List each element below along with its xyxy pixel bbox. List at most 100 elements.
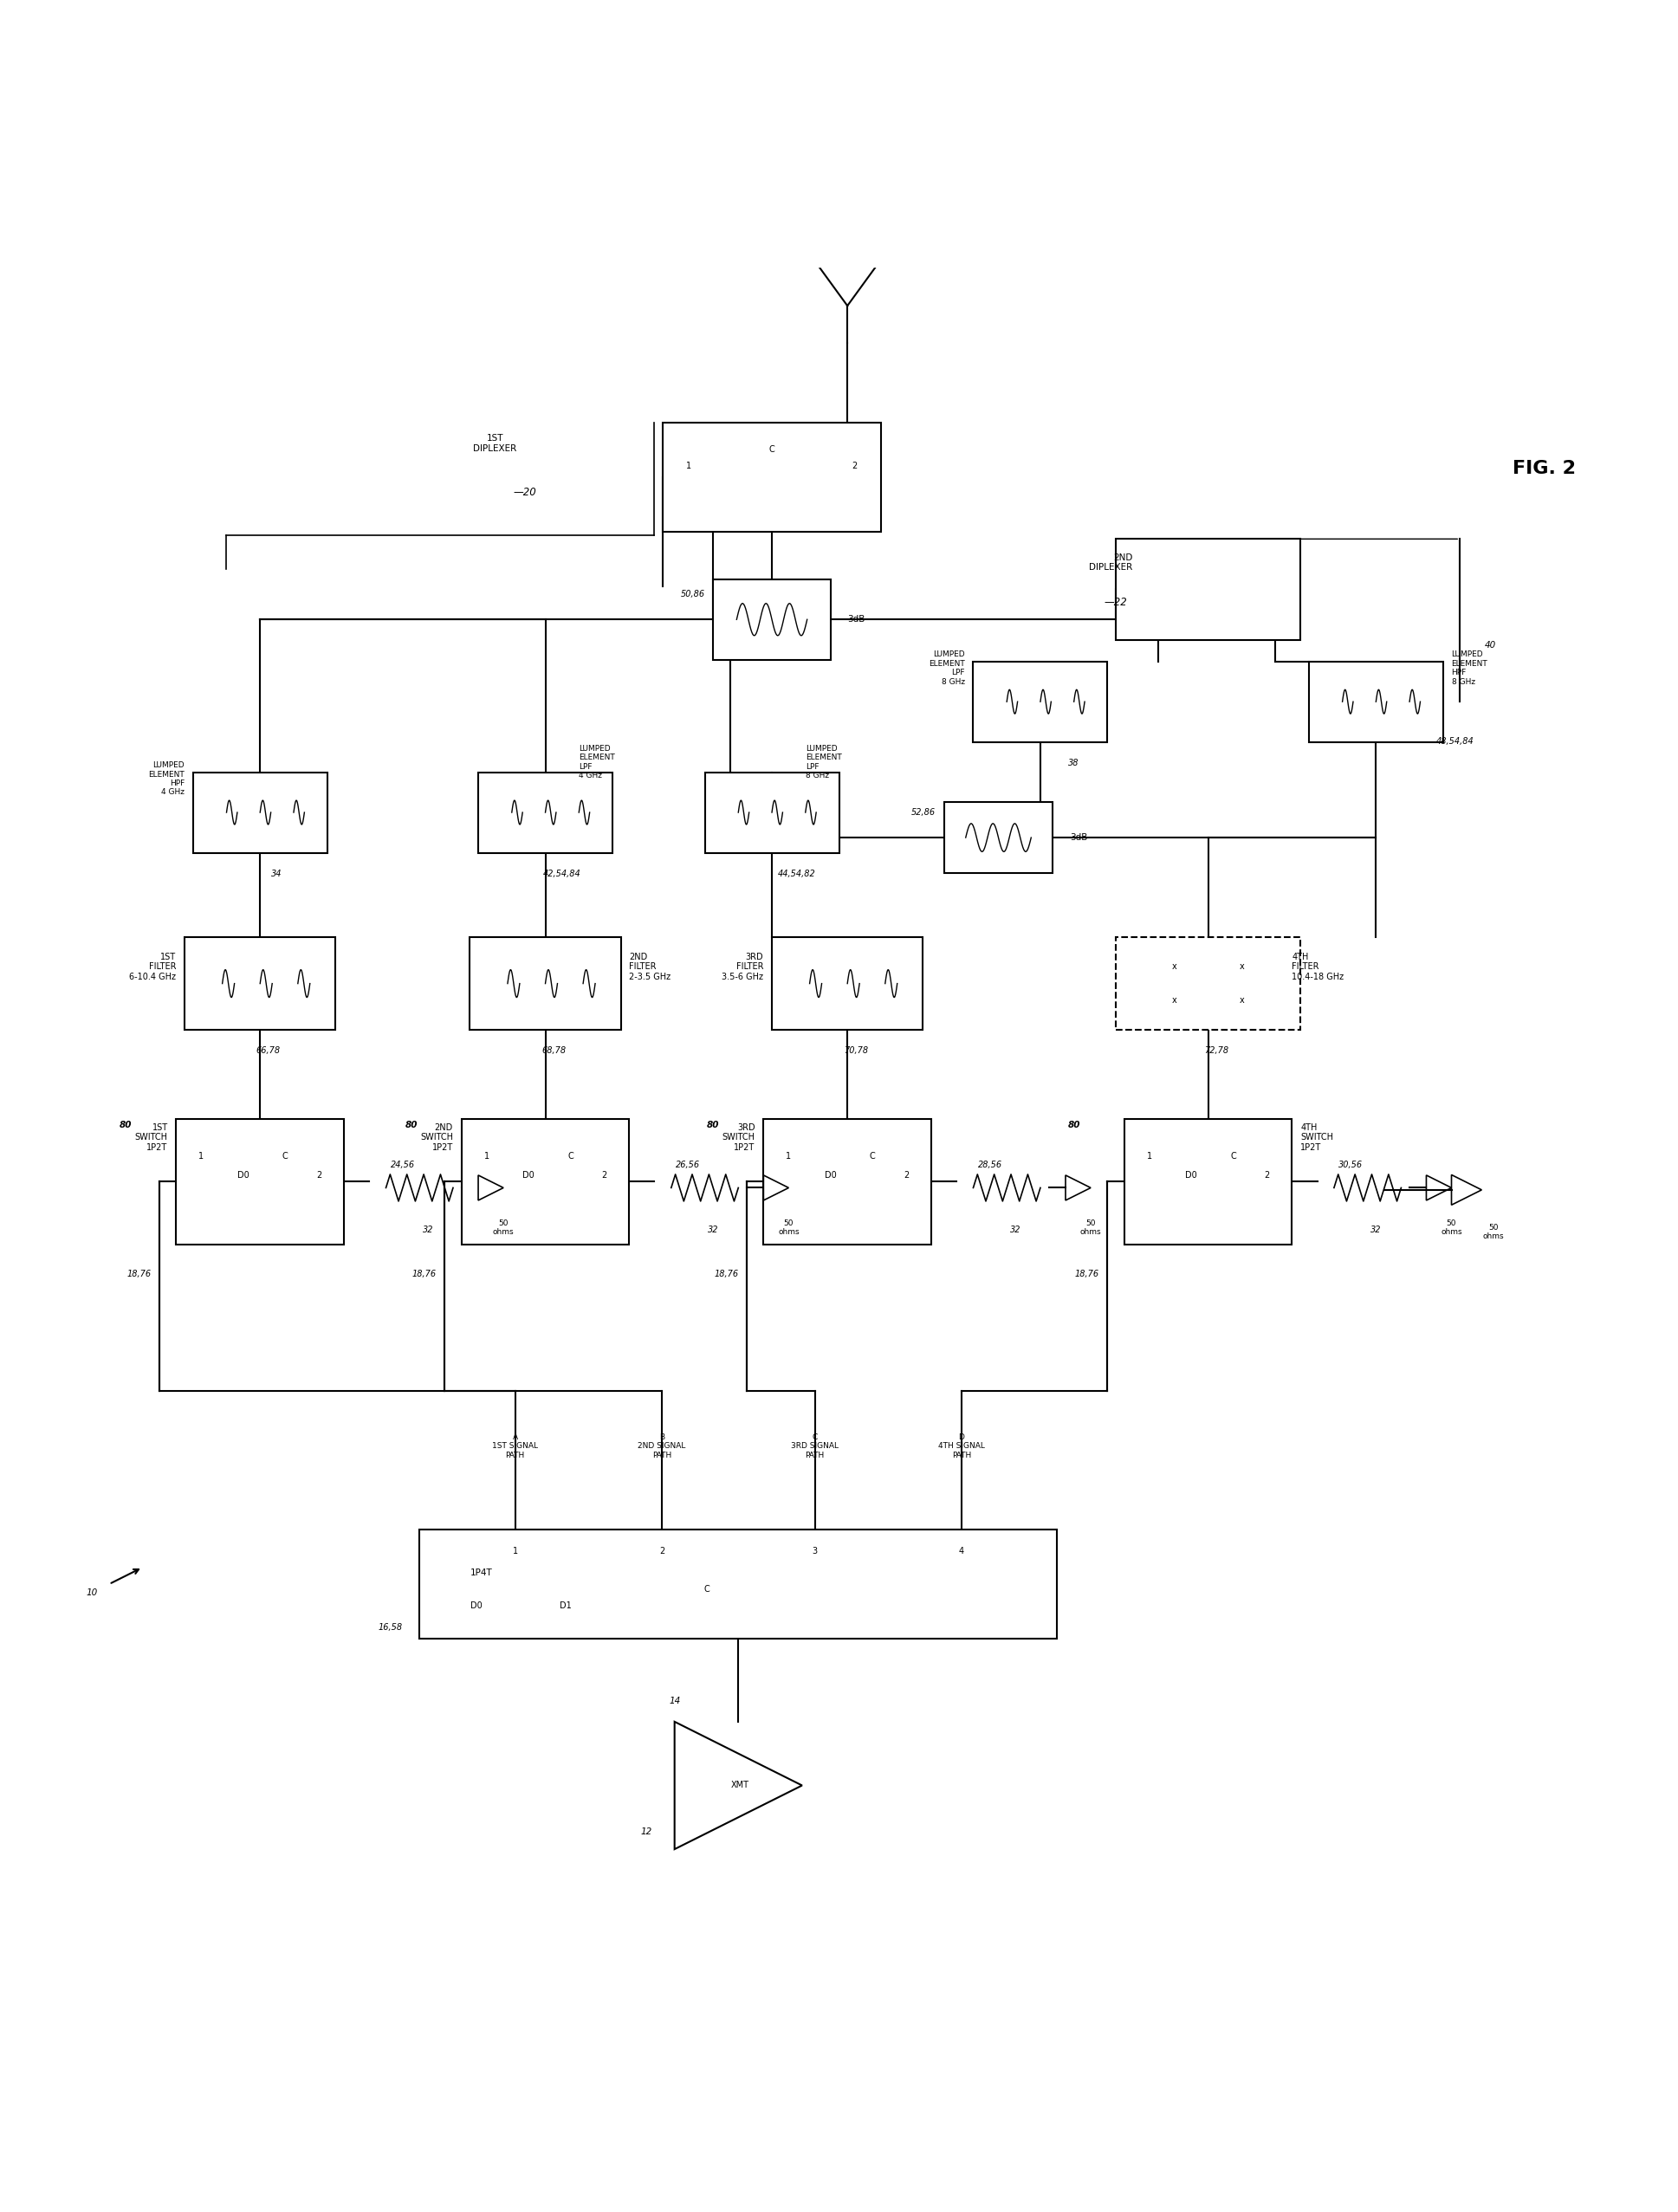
Text: 3RD
FILTER
3.5-6 GHz: 3RD FILTER 3.5-6 GHz bbox=[722, 953, 763, 982]
Text: 66,78: 66,78 bbox=[257, 1046, 280, 1055]
Text: x: x bbox=[1173, 995, 1176, 1004]
Text: 52,86: 52,86 bbox=[911, 807, 936, 816]
Bar bbox=[1116, 938, 1300, 1029]
Text: LUMPED
ELEMENT
LPF
8 GHz: LUMPED ELEMENT LPF 8 GHz bbox=[805, 745, 842, 779]
Text: LUMPED
ELEMENT
LPF
8 GHz: LUMPED ELEMENT LPF 8 GHz bbox=[928, 650, 965, 686]
Bar bbox=[713, 580, 831, 659]
Text: 1ST
DIPLEXER: 1ST DIPLEXER bbox=[473, 434, 517, 453]
Bar bbox=[193, 772, 327, 852]
Text: 68,78: 68,78 bbox=[542, 1046, 565, 1055]
Text: 10: 10 bbox=[87, 1588, 97, 1597]
Text: 50
ohms: 50 ohms bbox=[1483, 1223, 1503, 1241]
Text: 2ND
DIPLEXER: 2ND DIPLEXER bbox=[1089, 553, 1133, 573]
Text: 28,56: 28,56 bbox=[978, 1161, 1002, 1168]
Text: 1P4T: 1P4T bbox=[470, 1568, 493, 1577]
Bar bbox=[470, 938, 621, 1029]
Text: C: C bbox=[567, 1152, 574, 1161]
Text: 18,76: 18,76 bbox=[126, 1270, 151, 1279]
Text: 4TH
FILTER
10.4-18 GHz: 4TH FILTER 10.4-18 GHz bbox=[1292, 953, 1344, 982]
Text: 14: 14 bbox=[670, 1697, 680, 1705]
Text: 1: 1 bbox=[198, 1152, 205, 1161]
Text: 40: 40 bbox=[1485, 641, 1497, 650]
Bar bbox=[973, 661, 1107, 741]
Text: —20: —20 bbox=[513, 487, 537, 498]
Text: 30,56: 30,56 bbox=[1339, 1161, 1363, 1168]
Text: 80: 80 bbox=[706, 1121, 720, 1128]
Text: 1: 1 bbox=[686, 462, 691, 471]
Text: 1ST
FILTER
6-10.4 GHz: 1ST FILTER 6-10.4 GHz bbox=[129, 953, 176, 982]
Text: x: x bbox=[1173, 962, 1176, 971]
Text: x: x bbox=[1240, 962, 1243, 971]
Text: 72,78: 72,78 bbox=[1205, 1046, 1228, 1055]
Text: LUMPED
ELEMENT
HPF
4 GHz: LUMPED ELEMENT HPF 4 GHz bbox=[148, 761, 185, 796]
Bar bbox=[1124, 1119, 1292, 1245]
Text: 3dB: 3dB bbox=[1071, 834, 1087, 843]
Text: 1: 1 bbox=[1146, 1152, 1153, 1161]
Text: 2: 2 bbox=[601, 1170, 607, 1179]
Bar bbox=[1309, 661, 1443, 741]
Text: 3RD
SWITCH
1P2T: 3RD SWITCH 1P2T bbox=[722, 1124, 755, 1152]
Text: 12: 12 bbox=[641, 1827, 651, 1836]
Text: C: C bbox=[769, 445, 775, 453]
Text: C: C bbox=[1230, 1152, 1237, 1161]
Text: D0: D0 bbox=[522, 1170, 535, 1179]
Text: C: C bbox=[282, 1152, 289, 1161]
Text: D0: D0 bbox=[237, 1170, 250, 1179]
Text: A
1ST SIGNAL
PATH: A 1ST SIGNAL PATH bbox=[492, 1433, 539, 1460]
Text: 26,56: 26,56 bbox=[676, 1161, 700, 1168]
Text: 32: 32 bbox=[708, 1225, 718, 1234]
Text: 2ND
FILTER
2-3.5 GHz: 2ND FILTER 2-3.5 GHz bbox=[629, 953, 671, 982]
Text: D0: D0 bbox=[824, 1170, 837, 1179]
Text: D0: D0 bbox=[470, 1601, 482, 1610]
Bar bbox=[705, 772, 839, 852]
Text: 42,54,84: 42,54,84 bbox=[544, 869, 581, 878]
Text: 2: 2 bbox=[903, 1170, 909, 1179]
Text: 44,54,82: 44,54,82 bbox=[779, 869, 816, 878]
Bar bbox=[943, 803, 1054, 874]
Text: 38: 38 bbox=[1069, 759, 1079, 768]
Text: 24,56: 24,56 bbox=[391, 1161, 414, 1168]
Text: B
2ND SIGNAL
PATH: B 2ND SIGNAL PATH bbox=[638, 1433, 686, 1460]
Text: D
4TH SIGNAL
PATH: D 4TH SIGNAL PATH bbox=[938, 1433, 985, 1460]
Text: 80: 80 bbox=[404, 1121, 418, 1128]
Bar bbox=[663, 422, 881, 531]
Bar bbox=[772, 938, 923, 1029]
Text: 18,76: 18,76 bbox=[1074, 1270, 1099, 1279]
Text: 16,58: 16,58 bbox=[378, 1624, 403, 1632]
Text: 2: 2 bbox=[659, 1546, 664, 1555]
Bar bbox=[763, 1119, 931, 1245]
Bar bbox=[461, 1119, 629, 1245]
Text: 3: 3 bbox=[812, 1546, 817, 1555]
Text: 80: 80 bbox=[1067, 1121, 1081, 1128]
Text: 50
ohms: 50 ohms bbox=[1441, 1219, 1462, 1237]
Text: 70,78: 70,78 bbox=[844, 1046, 868, 1055]
Text: 3dB: 3dB bbox=[847, 615, 866, 624]
Text: LUMPED
ELEMENT
HPF
8 GHz: LUMPED ELEMENT HPF 8 GHz bbox=[1451, 650, 1488, 686]
Text: 2ND
SWITCH
1P2T: 2ND SWITCH 1P2T bbox=[420, 1124, 453, 1152]
Text: 1ST
SWITCH
1P2T: 1ST SWITCH 1P2T bbox=[134, 1124, 168, 1152]
Text: 1: 1 bbox=[512, 1546, 519, 1555]
Text: LUMPED
ELEMENT
LPF
4 GHz: LUMPED ELEMENT LPF 4 GHz bbox=[579, 745, 616, 779]
Bar bbox=[176, 1119, 344, 1245]
Text: 4TH
SWITCH
1P2T: 4TH SWITCH 1P2T bbox=[1300, 1124, 1334, 1152]
Bar bbox=[185, 938, 336, 1029]
Text: 2: 2 bbox=[852, 462, 857, 471]
Text: 50,86: 50,86 bbox=[680, 591, 705, 599]
Text: x: x bbox=[1240, 995, 1243, 1004]
Text: C: C bbox=[703, 1586, 710, 1595]
Text: 32: 32 bbox=[423, 1225, 433, 1234]
Text: —22: —22 bbox=[1104, 597, 1128, 608]
Text: 4: 4 bbox=[958, 1546, 965, 1555]
Text: 2: 2 bbox=[315, 1170, 322, 1179]
Text: 50
ohms: 50 ohms bbox=[1081, 1219, 1101, 1237]
Bar bbox=[478, 772, 612, 852]
Text: 1: 1 bbox=[483, 1152, 490, 1161]
Text: 80: 80 bbox=[119, 1121, 133, 1128]
Text: FIG. 2: FIG. 2 bbox=[1512, 460, 1576, 478]
Text: C: C bbox=[869, 1152, 876, 1161]
Text: XMT: XMT bbox=[732, 1781, 748, 1790]
Text: 32: 32 bbox=[1010, 1225, 1020, 1234]
Bar bbox=[1116, 540, 1300, 639]
Text: 48,54,84: 48,54,84 bbox=[1436, 737, 1473, 745]
Text: 18,76: 18,76 bbox=[713, 1270, 738, 1279]
